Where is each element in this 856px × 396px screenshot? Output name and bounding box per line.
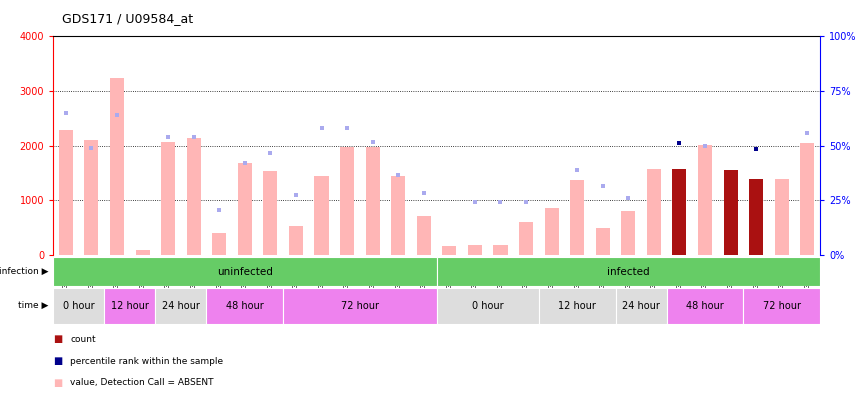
Text: GDS171 / U09584_at: GDS171 / U09584_at <box>62 12 193 25</box>
Bar <box>538 288 615 324</box>
Bar <box>437 257 820 286</box>
Bar <box>443 246 456 255</box>
Text: 0 hour: 0 hour <box>472 301 503 311</box>
Bar <box>596 228 609 255</box>
Text: 0 hour: 0 hour <box>62 301 94 311</box>
Bar <box>437 288 538 324</box>
Bar <box>615 288 667 324</box>
Bar <box>53 257 437 286</box>
Text: ■: ■ <box>53 334 62 345</box>
Bar <box>673 169 687 255</box>
Text: 48 hour: 48 hour <box>226 301 264 311</box>
Text: ■: ■ <box>53 356 62 366</box>
Text: 24 hour: 24 hour <box>622 301 660 311</box>
Text: 48 hour: 48 hour <box>687 301 724 311</box>
Bar <box>187 138 200 255</box>
Text: infection ▶: infection ▶ <box>0 267 49 276</box>
Bar <box>570 180 584 255</box>
Bar <box>621 211 635 255</box>
Bar <box>743 288 820 324</box>
Text: percentile rank within the sample: percentile rank within the sample <box>70 357 223 366</box>
Bar <box>519 223 533 255</box>
Text: 12 hour: 12 hour <box>558 301 596 311</box>
Text: time ▶: time ▶ <box>19 301 49 310</box>
Text: 24 hour: 24 hour <box>162 301 199 311</box>
Bar <box>289 226 303 255</box>
Text: 12 hour: 12 hour <box>110 301 149 311</box>
Bar <box>493 245 508 255</box>
Bar <box>366 147 380 255</box>
Bar <box>59 130 73 255</box>
Bar <box>206 288 283 324</box>
Text: ■: ■ <box>53 378 62 388</box>
Bar <box>391 176 405 255</box>
Bar <box>775 179 788 255</box>
Bar <box>135 250 150 255</box>
Bar <box>749 179 764 255</box>
Bar <box>340 147 354 255</box>
Bar <box>212 233 226 255</box>
Bar <box>238 163 252 255</box>
Bar <box>667 288 743 324</box>
Bar <box>698 145 712 255</box>
Bar <box>85 140 98 255</box>
Bar <box>161 142 175 255</box>
Bar <box>800 143 814 255</box>
Bar <box>647 169 661 255</box>
Text: 72 hour: 72 hour <box>763 301 800 311</box>
Bar <box>155 288 206 324</box>
Bar <box>544 208 559 255</box>
Bar <box>264 171 277 255</box>
Text: 72 hour: 72 hour <box>341 301 379 311</box>
Bar <box>417 216 431 255</box>
Bar <box>468 245 482 255</box>
Text: infected: infected <box>607 267 650 277</box>
Bar <box>314 176 329 255</box>
Bar <box>104 288 155 324</box>
Bar <box>53 288 104 324</box>
Text: value, Detection Call = ABSENT: value, Detection Call = ABSENT <box>70 379 214 387</box>
Text: uninfected: uninfected <box>217 267 273 277</box>
Bar <box>723 170 738 255</box>
Text: count: count <box>70 335 96 344</box>
Bar <box>110 78 124 255</box>
Bar <box>283 288 437 324</box>
